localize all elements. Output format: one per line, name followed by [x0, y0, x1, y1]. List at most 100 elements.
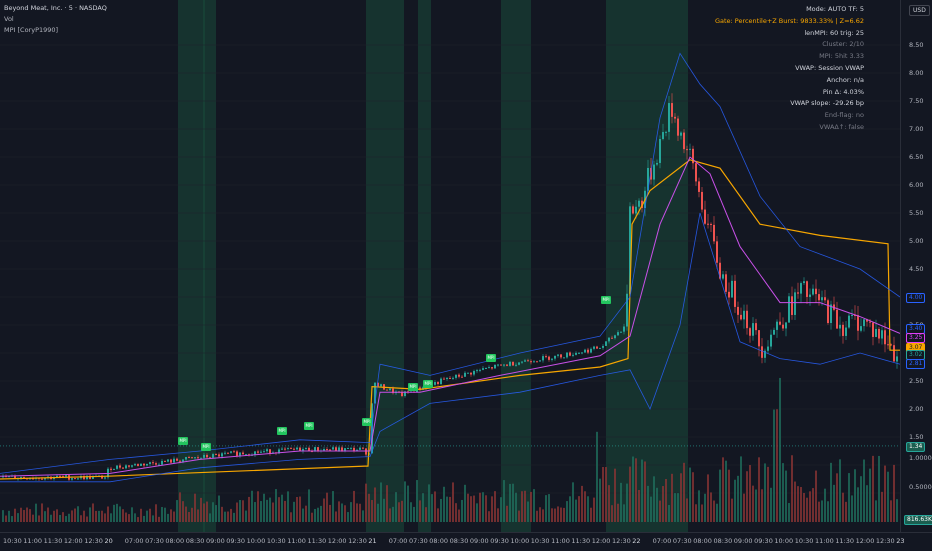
mpi-signal-badge[interactable]: MPI — [304, 422, 314, 430]
candle-body — [14, 475, 16, 479]
volume-bar — [470, 496, 472, 522]
volume-bar — [578, 496, 580, 522]
time-axis-tick: 09:00 — [469, 537, 489, 545]
volume-bar — [128, 514, 130, 522]
info-panel-line: VWAΔ↑: false — [819, 123, 864, 131]
mpi-signal-badge[interactable]: MPI — [277, 427, 287, 435]
candle-body — [797, 292, 799, 294]
candle-body — [509, 361, 511, 366]
time-axis-tick: 23 — [896, 537, 905, 545]
candle-body — [455, 374, 457, 378]
volume-legend[interactable]: Vol — [4, 15, 14, 23]
candle-body — [143, 463, 145, 466]
volume-bar — [242, 500, 244, 522]
volume-bar — [23, 510, 25, 522]
volume-bar — [788, 503, 790, 522]
candle-body — [734, 280, 736, 307]
volume-bar — [716, 503, 718, 522]
candle-body — [179, 460, 181, 462]
volume-bar — [791, 455, 793, 522]
volume-bar — [131, 507, 133, 522]
candle-body — [764, 350, 766, 358]
candle-body — [287, 447, 289, 449]
symbol-legend[interactable]: Beyond Meat, Inc. · 5 · NASDAQ — [4, 4, 107, 12]
volume-bar — [278, 497, 280, 522]
volume-bar — [686, 498, 688, 522]
mpi-signal-badge[interactable]: MPI — [178, 437, 188, 445]
volume-bar — [584, 491, 586, 522]
candle-body — [539, 360, 541, 362]
candle-body — [83, 475, 85, 480]
volume-bar — [32, 514, 34, 522]
volume-bar — [140, 508, 142, 522]
volume-bar — [473, 495, 475, 522]
volume-bar — [95, 510, 97, 522]
volume-bar — [761, 489, 763, 522]
candle-body — [590, 348, 592, 353]
candle-body — [56, 475, 58, 478]
candle-body — [53, 477, 55, 479]
candle-body — [242, 452, 244, 455]
volume-bar — [272, 502, 274, 522]
mpi-legend[interactable]: MPI [CoryP1990] — [4, 26, 59, 34]
volume-bar — [887, 471, 889, 522]
candle-body — [809, 294, 811, 297]
candle-body — [116, 465, 118, 469]
candle-body — [458, 374, 460, 377]
candle-body — [230, 451, 232, 453]
candle-body — [71, 478, 73, 480]
price-axis-tick: 5.00 — [909, 237, 924, 245]
volume-bar — [755, 489, 757, 522]
mpi-signal-badge[interactable]: MPI — [408, 383, 418, 391]
price-axis-tick: 2.50 — [909, 377, 924, 385]
volume-bar — [554, 508, 556, 522]
currency-button[interactable]: USD — [909, 5, 930, 16]
candle-body — [824, 297, 826, 301]
candle-body — [716, 241, 718, 263]
time-axis-tick: 09:30 — [226, 537, 246, 545]
candle-body — [830, 304, 832, 323]
volume-bar — [443, 486, 445, 522]
volume-bar — [722, 457, 724, 522]
candle-body — [347, 447, 349, 449]
time-axis-tick: 10:00 — [510, 537, 530, 545]
volume-bar — [113, 504, 115, 522]
candle-body — [146, 463, 148, 466]
volume-bar — [35, 503, 37, 522]
mpi-signal-badge[interactable]: MPI — [423, 380, 433, 388]
candle-body — [503, 364, 505, 366]
candle-body — [773, 329, 775, 335]
candle-body — [65, 475, 67, 477]
candle-body — [311, 451, 313, 453]
volume-bar — [224, 511, 226, 522]
volume-bar — [368, 493, 370, 522]
candle-body — [296, 447, 298, 450]
candle-body — [686, 149, 688, 151]
volume-bar — [74, 508, 76, 522]
moving-average-line — [0, 156, 900, 477]
volume-bar — [515, 492, 517, 522]
volume-bar — [317, 507, 319, 522]
volume-bar — [749, 465, 751, 522]
mpi-signal-badge[interactable]: MPI — [201, 443, 211, 451]
price-axis[interactable]: 8.50 8.00 7.50 7.00 6.50 6.00 5.50 5.00 4.50 4.00… — [900, 0, 932, 532]
price-label-tag: 4.00 — [906, 293, 926, 303]
candle-body — [854, 315, 856, 317]
candle-body — [473, 370, 475, 375]
volume-bar — [68, 513, 70, 522]
candle-body — [206, 454, 208, 458]
mpi-signal-badge[interactable]: MPI — [362, 418, 372, 426]
mpi-signal-badge[interactable]: MPI — [601, 296, 611, 304]
candle-body — [350, 447, 352, 449]
mpi-signal-badge[interactable]: MPI — [486, 354, 496, 362]
candle-body — [662, 132, 664, 140]
volume-bar — [740, 456, 742, 522]
volume-bar — [281, 494, 283, 522]
time-axis-tick: 11:30 — [571, 537, 591, 545]
price-chart[interactable] — [0, 0, 900, 532]
time-axis[interactable]: 10:30 11:00 11:30 12:00 12:30 20 07:00 07:30 08:… — [0, 532, 932, 551]
candle-body — [8, 476, 10, 478]
candle-body — [227, 452, 229, 454]
volume-bar — [260, 501, 262, 522]
volume-bar — [638, 490, 640, 522]
